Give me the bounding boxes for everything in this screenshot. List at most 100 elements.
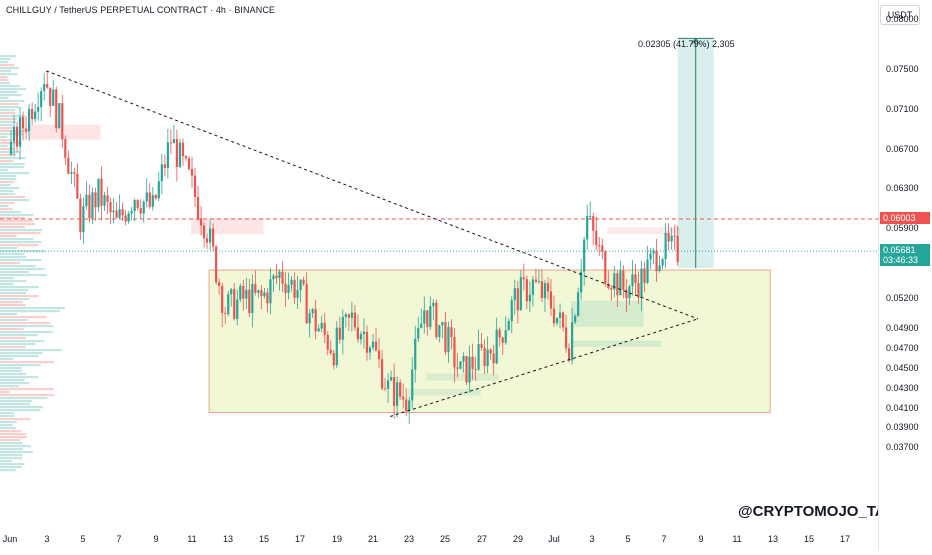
candle-body: [37, 107, 40, 112]
candle-body: [438, 325, 441, 338]
volume-profile-bar: [0, 193, 16, 196]
volume-profile-bar: [0, 349, 62, 352]
candle-body: [595, 230, 598, 246]
price-tick-label: 0.08000: [886, 14, 919, 25]
candle-body: [251, 283, 254, 313]
candle-body: [471, 356, 474, 369]
candle-body: [377, 350, 381, 360]
candle-body: [646, 259, 649, 283]
candle-body: [275, 275, 278, 279]
candle-body: [555, 317, 559, 324]
volume-profile-bar: [0, 274, 47, 277]
candle-body: [34, 111, 37, 119]
volume-profile-bar: [0, 268, 45, 271]
volume-profile-bar: [0, 247, 18, 250]
candle-body: [154, 195, 157, 199]
volume-profile-bar: [0, 127, 14, 130]
candle-body: [290, 279, 293, 285]
date-tick-label: 17: [839, 534, 851, 544]
volume-profile-bar: [0, 373, 26, 376]
candle-body: [97, 178, 100, 208]
volume-profile-bar: [0, 361, 55, 364]
volume-profile-bar: [0, 169, 8, 172]
price-tick-label: 0.03900: [886, 422, 919, 433]
candle-body: [622, 270, 625, 290]
volume-profile-bar: [0, 358, 13, 361]
candle-body: [127, 213, 130, 222]
candle-body: [31, 109, 34, 119]
current-price-value: 0.05681: [883, 245, 916, 256]
candle-body: [399, 382, 402, 397]
volume-profile-bar: [0, 58, 11, 61]
price-axis[interactable]: [878, 0, 932, 550]
date-tick-label: 9: [153, 534, 159, 544]
candle-body: [28, 109, 31, 132]
candle-body: [55, 89, 58, 129]
candle-body: [187, 158, 191, 170]
candle-body: [109, 202, 112, 213]
date-tick-label: 7: [116, 534, 122, 544]
candle-body: [196, 197, 200, 219]
candle-body: [293, 279, 296, 298]
candle-body: [574, 315, 577, 323]
candle-body: [64, 139, 67, 158]
candle-body: [661, 259, 664, 266]
candle-body: [281, 271, 284, 284]
candle-body: [580, 271, 583, 293]
volume-profile-bar: [0, 412, 15, 415]
candle-body: [540, 281, 544, 299]
date-tick-label: 11: [732, 534, 742, 544]
candle-body: [516, 288, 519, 311]
liquidity-zone: [408, 388, 481, 396]
candle-body: [115, 210, 118, 218]
candle-body: [417, 328, 420, 339]
volume-profile-bar: [0, 367, 22, 370]
candle-body: [628, 286, 631, 299]
candle-body: [257, 290, 260, 293]
candle-body: [142, 201, 145, 214]
volume-profile-bar: [0, 208, 13, 211]
liquidity-zone: [28, 124, 101, 140]
candle-body: [190, 169, 194, 176]
candle-body: [462, 355, 465, 362]
candle-body: [248, 289, 251, 313]
price-chart[interactable]: [0, 0, 878, 550]
candle-body: [408, 400, 411, 412]
candle-body: [332, 353, 335, 366]
volume-profile-bar: [0, 352, 43, 355]
candle-body: [151, 195, 154, 207]
candle-body: [61, 103, 64, 140]
volume-profile-bar: [0, 64, 15, 67]
volume-profile-bar: [0, 430, 22, 433]
candle-body: [441, 322, 444, 326]
candle-body: [649, 253, 652, 260]
volume-profile-bar: [0, 379, 25, 382]
volume-profile-bar: [0, 100, 25, 103]
candle-body: [456, 367, 459, 369]
volume-profile-bar: [0, 55, 16, 58]
bar-countdown: 03:46:33: [883, 255, 919, 266]
date-tick-label: 17: [294, 534, 306, 544]
candle-body: [82, 206, 85, 233]
candle-body: [592, 216, 595, 231]
candle-body: [308, 313, 311, 324]
candle-body: [507, 321, 510, 331]
volume-profile-bar: [0, 313, 17, 316]
volume-profile-bar: [0, 115, 26, 118]
candle-body: [287, 284, 290, 294]
price-tick-label: 0.07500: [886, 63, 919, 74]
candle-body: [571, 322, 574, 361]
candle-body: [432, 302, 435, 307]
volume-profile-bar: [0, 61, 8, 64]
candle-body: [552, 308, 556, 324]
candle-body: [160, 164, 163, 182]
chart-area[interactable]: CHILLGUY / TetherUS PERPETUAL CONTRACT ·…: [0, 0, 886, 550]
candle-body: [383, 388, 387, 390]
volume-profile-bar: [0, 400, 32, 403]
volume-profile-bar: [0, 67, 20, 70]
currency-selector[interactable]: USDT: [880, 5, 920, 25]
volume-profile-bar: [0, 382, 30, 385]
candle-body: [549, 291, 553, 309]
candle-body: [266, 292, 269, 304]
volume-profile-bar: [0, 211, 22, 214]
